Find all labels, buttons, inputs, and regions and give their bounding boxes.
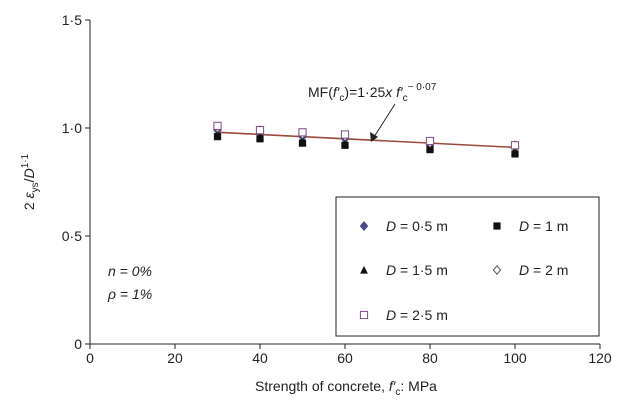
legend-label: D = 2 m (519, 262, 568, 278)
x-axis-label-after: : MPa (400, 378, 437, 394)
y-ticks: 0 0·5 1·0 1·5 (62, 12, 90, 352)
eq-var: f′ (333, 84, 341, 100)
x-tick-label: 0 (86, 350, 94, 366)
y-tick-label: 0 (74, 336, 82, 352)
x-axis-label-before: Strength of concrete, (255, 378, 389, 394)
legend-label: D = 1·5 m (386, 262, 448, 278)
eq-sub: c (339, 93, 344, 104)
rho-annotation: ρ = 1% (107, 286, 152, 302)
data-point (298, 128, 307, 137)
data-point (341, 139, 349, 147)
data-points (213, 121, 520, 158)
eq-var2: f′ (396, 84, 404, 100)
eq-prefix: MF( (308, 84, 333, 100)
y-axis-label-slash: / (21, 178, 37, 182)
x-ticks: 0 20 40 60 80 100 120 (86, 344, 612, 366)
equation-arrow-head (370, 132, 378, 142)
x-axis-label-var: f′ (389, 378, 397, 394)
x-tick-label: 80 (422, 350, 438, 366)
x-axis-label-sub: c (395, 387, 400, 398)
y-tick-label: 0·5 (62, 228, 82, 244)
data-point (298, 136, 307, 145)
y-axis-label: 2 εys/D1·1 (20, 153, 41, 210)
x-tick-label: 120 (588, 350, 612, 366)
legend-marker (492, 265, 502, 275)
data-point (340, 130, 350, 139)
legend-marker (359, 310, 369, 320)
eq-x: x (384, 84, 396, 100)
y-axis-label-den: D (21, 168, 37, 178)
y-axis-label-sub: ys (30, 182, 41, 192)
data-point (213, 121, 222, 130)
legend-label: D = 0·5 m (386, 218, 448, 234)
legend-items: D = 0·5 m D = 1 m D = 1·5 m D = 2 m D = 2·5 … (359, 218, 568, 323)
legend: D = 0·5 m D = 1 m D = 1·5 m D = 2 m D = 2·5 … (335, 196, 600, 337)
y-axis-label-prefix: 2 (21, 198, 37, 210)
legend-marker (493, 222, 501, 230)
data-point (256, 132, 264, 141)
legend-label: D = 1 m (519, 218, 568, 234)
data-point (425, 136, 435, 146)
data-point (510, 141, 520, 150)
y-axis-label-var: ε (21, 191, 37, 198)
n-annotation: n = 0% (108, 263, 152, 279)
legend-box (335, 196, 600, 337)
data-point (511, 147, 519, 156)
eq-sup2: − 0·07 (408, 82, 437, 93)
legend-marker (360, 265, 368, 274)
legend-label: D = 2·5 m (386, 307, 448, 323)
y-tick-label: 1·5 (62, 12, 82, 28)
y-tick-label: 1·0 (62, 120, 82, 136)
legend-marker (359, 221, 369, 231)
y-axis-label-sup: 1·1 (20, 153, 31, 168)
data-point (255, 126, 265, 135)
x-tick-label: 40 (252, 350, 268, 366)
x-tick-label: 100 (503, 350, 527, 366)
equation-arrow (373, 103, 396, 138)
fit-equation: MF(f′c)=1·25x f′c− 0·07 (308, 82, 437, 104)
x-tick-label: 60 (337, 350, 353, 366)
fit-line (217, 131, 516, 149)
eq-mid: )=1·25 (344, 84, 385, 100)
x-tick-label: 20 (167, 350, 183, 366)
eq-sub2: c (403, 93, 408, 104)
x-axis-label: Strength of concrete, f′c: MPa (255, 378, 437, 398)
data-point (213, 130, 222, 139)
